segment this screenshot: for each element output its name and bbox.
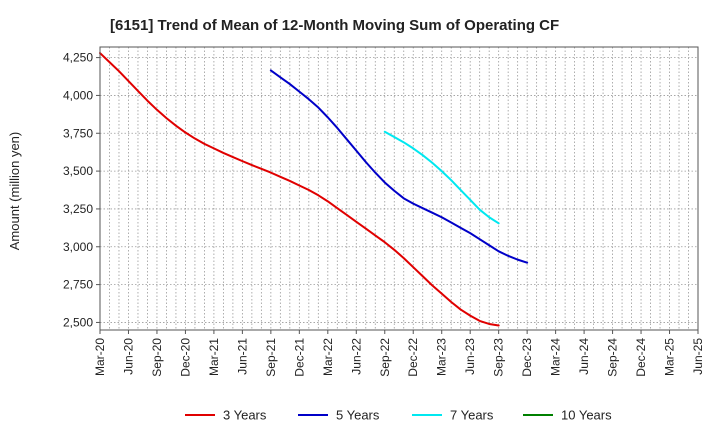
x-tick-label: Sep-24 [606, 338, 620, 377]
grid [99, 47, 699, 330]
axes: 2,500 2,750 3,000 3,250 3,500 3,750 4,000 4,250… [63, 46, 705, 377]
plot-background [100, 47, 698, 330]
y-axis-title: Amount (million yen) [7, 132, 22, 251]
series-line-7-years [383, 130, 500, 225]
x-tick-label: Mar-20 [93, 338, 107, 376]
y-tick-label: 3,250 [63, 202, 93, 216]
x-tick-label: Jun-21 [235, 338, 249, 375]
legend: 3 Years 5 Years 7 Years 10 Years [185, 408, 612, 423]
legend-label-7-years: 7 Years [450, 408, 494, 423]
x-tick-label: Mar-22 [321, 338, 335, 376]
series-line-3-years [99, 52, 500, 327]
x-tick-label: Sep-22 [378, 338, 392, 377]
legend-label-3-years: 3 Years [223, 408, 267, 423]
x-tick-label: Dec-21 [292, 338, 306, 377]
y-tick-label: 2,500 [63, 315, 93, 329]
x-tick-label: Sep-23 [492, 338, 506, 377]
x-tick-label: Jun-20 [121, 338, 135, 375]
y-tick-label: 3,750 [63, 126, 93, 140]
y-tick-label: 3,500 [63, 164, 93, 178]
x-tick-label: Dec-23 [520, 338, 534, 377]
x-tick-label: Jun-24 [577, 338, 591, 375]
x-tick-label: Mar-25 [663, 338, 677, 376]
x-tick-label: Mar-21 [207, 338, 221, 376]
legend-label-5-years: 5 Years [336, 408, 380, 423]
y-tick-label: 4,250 [63, 51, 93, 65]
y-tick-label: 3,000 [63, 240, 93, 254]
x-tick-label: Dec-22 [406, 338, 420, 377]
x-tick-label: Jun-25 [691, 338, 705, 375]
plot-frame [99, 46, 699, 331]
x-tick-label: Dec-20 [178, 338, 192, 377]
legend-label-10-years: 10 Years [561, 408, 612, 423]
x-tick-label: Sep-20 [150, 338, 164, 377]
x-tick-label: Mar-24 [549, 338, 563, 376]
series-lines [99, 52, 529, 327]
plot-area [100, 47, 698, 330]
x-tick-label: Mar-23 [435, 338, 449, 376]
x-tick-label: Sep-21 [264, 338, 278, 377]
chart-title: [6151] Trend of Mean of 12-Month Moving … [110, 17, 559, 34]
x-tick-label: Jun-23 [463, 338, 477, 375]
x-tick-label: Dec-24 [634, 338, 648, 377]
y-tick-label: 2,750 [63, 278, 93, 292]
series-line-5-years [269, 69, 529, 264]
x-tick-label: Jun-22 [349, 338, 363, 375]
y-tick-label: 4,000 [63, 88, 93, 102]
